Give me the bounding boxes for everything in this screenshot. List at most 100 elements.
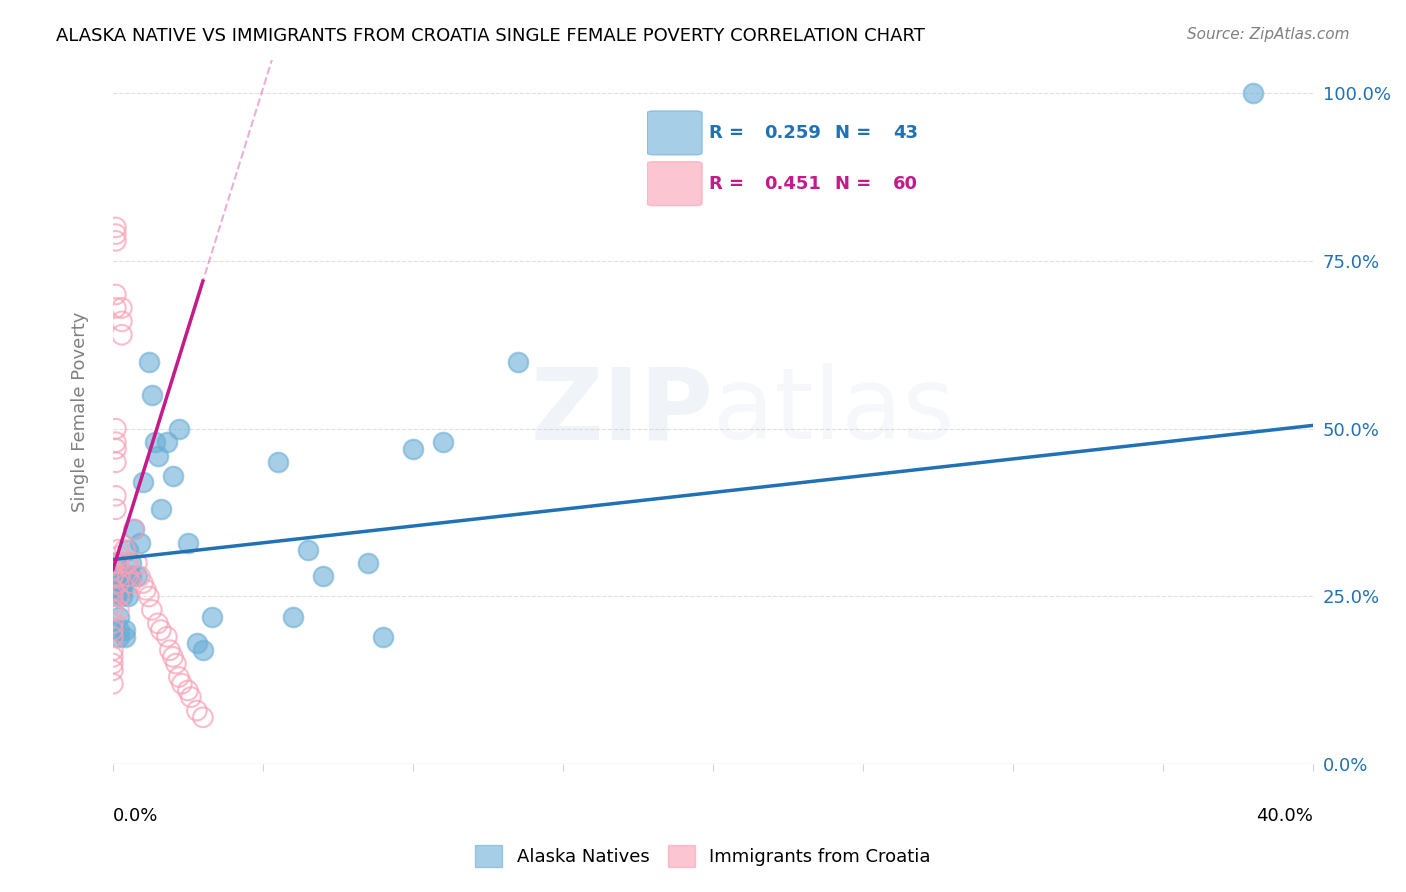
Point (132, 576, 155, 591)
Point (143, 435, 166, 450)
Point (111, 590, 134, 604)
Point (101, 657, 124, 671)
Point (117, 556, 139, 570)
Point (104, 442, 127, 456)
Text: Source: ZipAtlas.com: Source: ZipAtlas.com (1187, 27, 1350, 42)
Point (104, 234, 127, 248)
Point (104, 502, 127, 516)
Point (201, 609, 224, 624)
Point (167, 422, 190, 436)
Point (162, 649, 184, 664)
Y-axis label: Single Female Poverty: Single Female Poverty (72, 311, 89, 512)
Point (177, 536, 200, 550)
Point (101, 649, 124, 664)
Point (180, 690, 202, 705)
Point (101, 616, 124, 631)
Point (1241, 86, 1264, 100)
Point (101, 677, 124, 691)
Point (101, 596, 124, 610)
Point (104, 590, 127, 604)
Point (108, 603, 131, 617)
Point (108, 549, 131, 564)
Point (156, 630, 179, 644)
Point (104, 227, 127, 241)
Point (114, 542, 136, 557)
Point (146, 616, 169, 631)
Point (186, 704, 208, 718)
Text: ALASKA NATIVE VS IMMIGRANTS FROM CROATIA SINGLE FEMALE POVERTY CORRELATION CHART: ALASKA NATIVE VS IMMIGRANTS FROM CROATIA… (56, 27, 925, 45)
Point (138, 590, 160, 604)
Point (104, 220, 127, 235)
Point (138, 354, 160, 368)
Point (111, 576, 134, 591)
Point (125, 569, 148, 583)
Point (108, 630, 131, 644)
Point (162, 468, 184, 483)
Point (104, 576, 127, 591)
Point (101, 582, 124, 597)
Point (111, 301, 134, 315)
Point (267, 455, 290, 469)
Text: 40.0%: 40.0% (1257, 806, 1313, 824)
Point (191, 643, 214, 657)
Point (104, 287, 127, 301)
Point (101, 603, 124, 617)
Point (104, 422, 127, 436)
Point (141, 388, 163, 402)
Point (402, 442, 425, 456)
Point (108, 569, 131, 583)
Point (357, 556, 380, 570)
Point (117, 569, 139, 583)
Point (120, 576, 142, 591)
Point (111, 314, 134, 328)
Point (111, 582, 134, 597)
Point (104, 435, 127, 450)
Point (149, 502, 172, 516)
Point (297, 542, 319, 557)
Point (108, 556, 131, 570)
Point (108, 569, 131, 583)
Point (104, 556, 127, 570)
Text: 0.0%: 0.0% (112, 806, 159, 824)
Point (167, 670, 190, 684)
Point (117, 569, 139, 583)
Point (191, 710, 214, 724)
Point (186, 636, 208, 650)
Point (128, 569, 150, 583)
Point (101, 556, 124, 570)
Point (135, 582, 157, 597)
Point (132, 475, 155, 490)
Point (101, 643, 124, 657)
Point (108, 609, 131, 624)
Point (104, 301, 127, 315)
Point (101, 563, 124, 577)
Point (506, 354, 529, 368)
Point (122, 522, 145, 536)
Point (114, 623, 136, 637)
Point (149, 623, 172, 637)
Point (146, 449, 169, 463)
Point (120, 569, 142, 583)
Point (125, 556, 148, 570)
Point (312, 569, 335, 583)
Point (432, 435, 454, 450)
Legend: Alaska Natives, Immigrants from Croatia: Alaska Natives, Immigrants from Croatia (468, 838, 938, 874)
Point (111, 327, 134, 342)
Point (159, 643, 181, 657)
Point (128, 536, 150, 550)
Point (371, 630, 394, 644)
Point (101, 623, 124, 637)
Point (108, 623, 131, 637)
Point (108, 590, 131, 604)
Point (117, 542, 139, 557)
Point (108, 576, 131, 591)
Point (114, 556, 136, 570)
Point (108, 542, 131, 557)
Text: atlas: atlas (713, 363, 955, 460)
Point (101, 663, 124, 677)
Point (177, 683, 200, 698)
Point (104, 489, 127, 503)
Point (170, 677, 193, 691)
Point (141, 603, 163, 617)
Point (101, 569, 124, 583)
